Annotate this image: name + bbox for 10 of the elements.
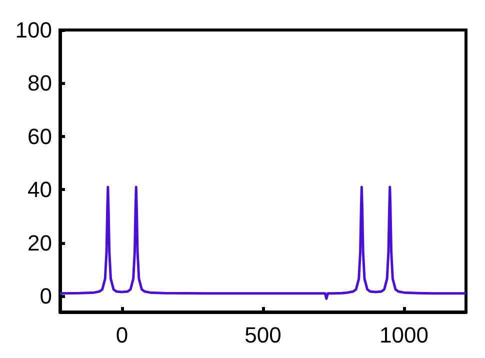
y-tick-label: 20	[28, 230, 52, 256]
y-tick-label: 100	[15, 18, 52, 42]
x-tick-label: 500	[244, 322, 282, 348]
line-series	[58, 186, 468, 300]
y-tick-label: 60	[28, 124, 52, 149]
x-tick-label: 0	[116, 322, 128, 348]
y-tick-label: 40	[28, 177, 52, 202]
y-tick-label: 0	[40, 284, 52, 309]
x-tick-label: 1000	[379, 322, 428, 348]
y-tick-label: 80	[28, 70, 52, 96]
